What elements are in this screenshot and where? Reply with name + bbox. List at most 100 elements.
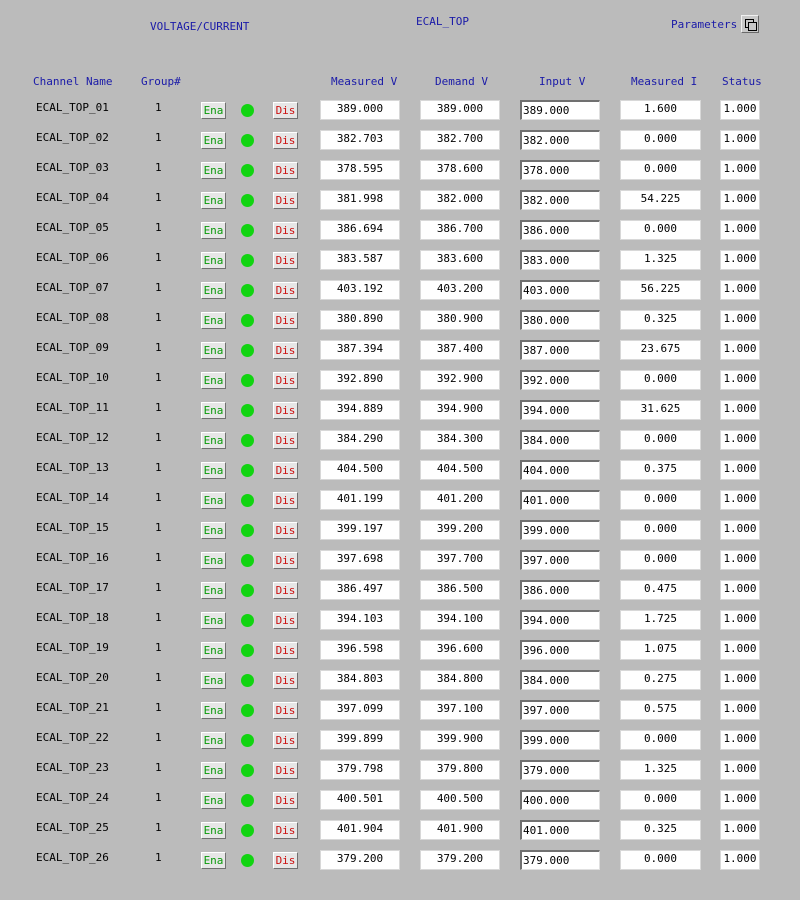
input-voltage-field[interactable] xyxy=(520,700,600,720)
input-voltage-field[interactable] xyxy=(520,190,600,210)
enable-button[interactable]: Ena xyxy=(201,102,226,119)
enable-button[interactable]: Ena xyxy=(201,192,226,209)
disable-button[interactable]: Dis xyxy=(273,492,298,509)
input-voltage-field[interactable] xyxy=(520,310,600,330)
input-voltage-field[interactable] xyxy=(520,460,600,480)
disable-button[interactable]: Dis xyxy=(273,852,298,869)
enable-button[interactable]: Ena xyxy=(201,252,226,269)
input-voltage-field[interactable] xyxy=(520,760,600,780)
input-voltage-field[interactable] xyxy=(520,550,600,570)
disable-button[interactable]: Dis xyxy=(273,432,298,449)
disable-button[interactable]: Dis xyxy=(273,462,298,479)
demand-voltage-value: 386.500 xyxy=(420,580,500,600)
measured-current-value: 1.325 xyxy=(620,250,701,270)
input-voltage-field[interactable] xyxy=(520,640,600,660)
demand-voltage-value: 394.100 xyxy=(420,610,500,630)
enable-button[interactable]: Ena xyxy=(201,372,226,389)
input-voltage-field[interactable] xyxy=(520,850,600,870)
disable-button[interactable]: Dis xyxy=(273,132,298,149)
measured-current-value: 0.000 xyxy=(620,370,701,390)
enable-button[interactable]: Ena xyxy=(201,222,226,239)
disable-button[interactable]: Dis xyxy=(273,762,298,779)
disable-button[interactable]: Dis xyxy=(273,192,298,209)
channel-name: ECAL_TOP_15 xyxy=(36,521,109,534)
measured-voltage-value: 386.497 xyxy=(320,580,400,600)
measured-voltage-value: 397.099 xyxy=(320,700,400,720)
table-row: ECAL_TOP_10 1 Ena Dis 392.890 392.900 0.000 1.0… xyxy=(0,370,800,400)
disable-button[interactable]: Dis xyxy=(273,702,298,719)
status-led-icon xyxy=(241,614,254,627)
enable-button[interactable]: Ena xyxy=(201,582,226,599)
enable-button[interactable]: Ena xyxy=(201,732,226,749)
disable-button[interactable]: Dis xyxy=(273,402,298,419)
input-voltage-field[interactable] xyxy=(520,130,600,150)
enable-button[interactable]: Ena xyxy=(201,342,226,359)
input-voltage-field[interactable] xyxy=(520,160,600,180)
channel-name: ECAL_TOP_07 xyxy=(36,281,109,294)
enable-button[interactable]: Ena xyxy=(201,822,226,839)
disable-button[interactable]: Dis xyxy=(273,792,298,809)
demand-voltage-value: 403.200 xyxy=(420,280,500,300)
disable-button[interactable]: Dis xyxy=(273,342,298,359)
input-voltage-field[interactable] xyxy=(520,370,600,390)
input-voltage-field[interactable] xyxy=(520,580,600,600)
demand-voltage-value: 383.600 xyxy=(420,250,500,270)
enable-button[interactable]: Ena xyxy=(201,642,226,659)
enable-button[interactable]: Ena xyxy=(201,612,226,629)
input-voltage-field[interactable] xyxy=(520,730,600,750)
table-row: ECAL_TOP_11 1 Ena Dis 394.889 394.900 31.625 1.… xyxy=(0,400,800,430)
disable-button[interactable]: Dis xyxy=(273,252,298,269)
enable-button[interactable]: Ena xyxy=(201,852,226,869)
measured-voltage-value: 401.199 xyxy=(320,490,400,510)
disable-button[interactable]: Dis xyxy=(273,672,298,689)
input-voltage-field[interactable] xyxy=(520,250,600,270)
enable-button[interactable]: Ena xyxy=(201,552,226,569)
disable-button[interactable]: Dis xyxy=(273,822,298,839)
input-voltage-field[interactable] xyxy=(520,520,600,540)
disable-button[interactable]: Dis xyxy=(273,312,298,329)
input-voltage-field[interactable] xyxy=(520,670,600,690)
enable-button[interactable]: Ena xyxy=(201,492,226,509)
channel-name: ECAL_TOP_13 xyxy=(36,461,109,474)
input-voltage-field[interactable] xyxy=(520,610,600,630)
demand-voltage-value: 399.200 xyxy=(420,520,500,540)
disable-button[interactable]: Dis xyxy=(273,612,298,629)
disable-button[interactable]: Dis xyxy=(273,102,298,119)
disable-button[interactable]: Dis xyxy=(273,642,298,659)
measured-voltage-value: 404.500 xyxy=(320,460,400,480)
disable-button[interactable]: Dis xyxy=(273,372,298,389)
input-voltage-field[interactable] xyxy=(520,220,600,240)
input-voltage-field[interactable] xyxy=(520,490,600,510)
enable-button[interactable]: Ena xyxy=(201,162,226,179)
input-voltage-field[interactable] xyxy=(520,430,600,450)
enable-button[interactable]: Ena xyxy=(201,762,226,779)
disable-button[interactable]: Dis xyxy=(273,282,298,299)
column-header-measured-v: Measured V xyxy=(331,75,398,88)
input-voltage-field[interactable] xyxy=(520,100,600,120)
disable-button[interactable]: Dis xyxy=(273,222,298,239)
measured-voltage-value: 384.290 xyxy=(320,430,400,450)
enable-button[interactable]: Ena xyxy=(201,792,226,809)
disable-button[interactable]: Dis xyxy=(273,732,298,749)
input-voltage-field[interactable] xyxy=(520,280,600,300)
enable-button[interactable]: Ena xyxy=(201,702,226,719)
disable-button[interactable]: Dis xyxy=(273,552,298,569)
channel-group: 1 xyxy=(155,851,162,864)
input-voltage-field[interactable] xyxy=(520,790,600,810)
disable-button[interactable]: Dis xyxy=(273,522,298,539)
channel-name: ECAL_TOP_21 xyxy=(36,701,109,714)
input-voltage-field[interactable] xyxy=(520,340,600,360)
enable-button[interactable]: Ena xyxy=(201,522,226,539)
enable-button[interactable]: Ena xyxy=(201,432,226,449)
input-voltage-field[interactable] xyxy=(520,820,600,840)
disable-button[interactable]: Dis xyxy=(273,582,298,599)
parameters-button[interactable] xyxy=(741,15,759,33)
enable-button[interactable]: Ena xyxy=(201,672,226,689)
enable-button[interactable]: Ena xyxy=(201,132,226,149)
input-voltage-field[interactable] xyxy=(520,400,600,420)
enable-button[interactable]: Ena xyxy=(201,312,226,329)
disable-button[interactable]: Dis xyxy=(273,162,298,179)
enable-button[interactable]: Ena xyxy=(201,282,226,299)
enable-button[interactable]: Ena xyxy=(201,402,226,419)
enable-button[interactable]: Ena xyxy=(201,462,226,479)
